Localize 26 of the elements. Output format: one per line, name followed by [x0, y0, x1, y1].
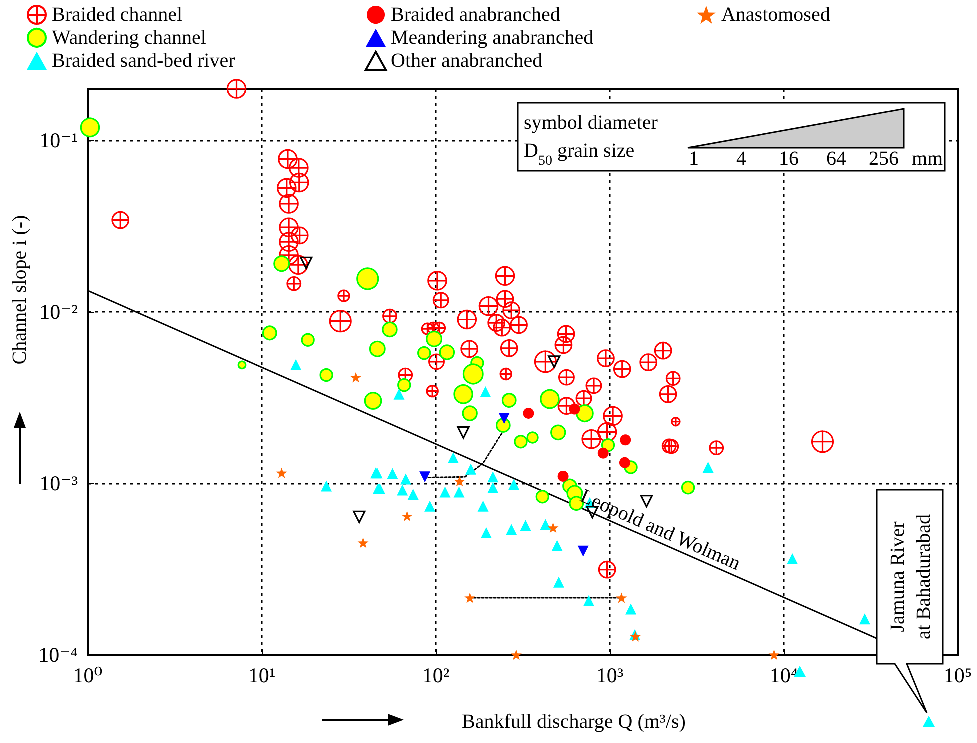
x-tick-label: 10⁵	[944, 664, 972, 688]
legend-label: Anastomosed	[721, 4, 830, 26]
annotation: 4	[736, 148, 746, 170]
annotation: Jamuna River at Bahadurabad	[887, 514, 935, 640]
annotation: symbol diameter	[524, 112, 658, 134]
x-axis-title: Bankfull discharge Q (m³/s)	[462, 711, 686, 733]
annotation: 256	[869, 148, 899, 170]
y-axis-title: Channel slope i (-)	[9, 215, 31, 365]
annotation: mm	[912, 148, 944, 170]
x-tick-label: 10²	[422, 664, 450, 688]
y-tick-label: 10⁻³	[40, 472, 78, 496]
x-tick-label: 10¹	[248, 664, 276, 688]
annotation: 64	[826, 148, 846, 170]
legend-label: Wandering channel	[52, 27, 207, 49]
legend-label: Braided anabranched	[391, 4, 560, 26]
y-tick-label: 10⁻²	[40, 300, 78, 324]
legend-label: Meandering anabranched	[391, 27, 594, 49]
x-tick-label: 10³	[596, 664, 624, 688]
legend-label: Braided channel	[52, 4, 183, 26]
annotation: 16	[779, 148, 799, 170]
legend-label: Other anabranched	[391, 50, 543, 72]
x-tick-label: 10⁴	[770, 664, 798, 688]
annotation: 1	[689, 148, 699, 170]
legend-label: Braided sand-bed river	[52, 50, 236, 72]
y-tick-label: 10⁻¹	[40, 128, 78, 153]
annotation: D$_{50}$ grain size	[524, 140, 635, 168]
